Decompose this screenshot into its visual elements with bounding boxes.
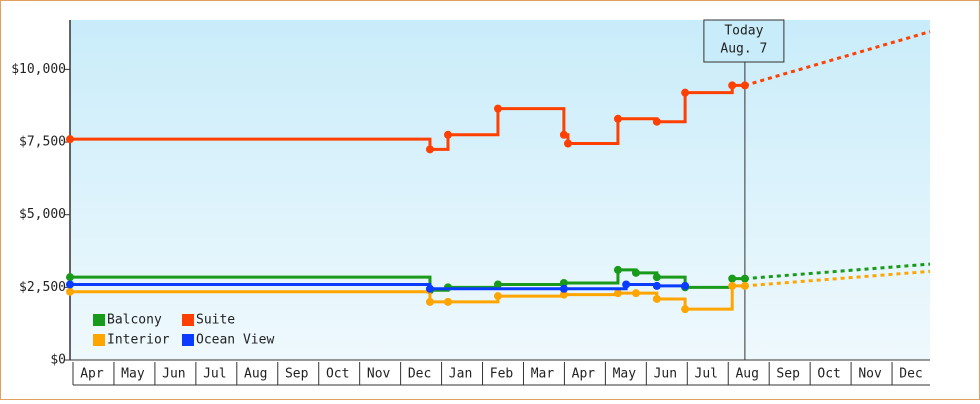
legend-label: Balcony — [107, 313, 162, 328]
y-tick-label: $0 — [50, 353, 66, 368]
point — [740, 274, 749, 283]
x-tick-label: May — [613, 367, 637, 382]
y-tick-label: $7,500 — [19, 135, 66, 150]
today-label: Today — [724, 24, 763, 39]
point — [613, 289, 622, 298]
point — [652, 273, 661, 282]
point — [559, 130, 568, 139]
point — [681, 281, 690, 290]
x-tick-label: Sep — [285, 367, 309, 382]
x-tick-label: Apr — [572, 367, 596, 382]
point — [681, 88, 690, 97]
legend-swatch — [182, 314, 194, 326]
x-tick-label: Dec — [899, 367, 922, 382]
point — [425, 284, 434, 293]
point — [493, 280, 502, 289]
point — [66, 135, 74, 144]
y-tick-label: $2,500 — [19, 280, 66, 295]
point — [443, 130, 452, 139]
legend-label: Ocean View — [196, 333, 274, 348]
x-tick-label: Jun — [654, 367, 677, 382]
x-tick-label: Oct — [817, 367, 840, 382]
x-tick-label: Feb — [490, 367, 514, 382]
x-tick-label: Jun — [162, 367, 185, 382]
y-tick-label: $5,000 — [19, 207, 66, 222]
point — [66, 287, 74, 296]
point — [425, 297, 434, 306]
forecast-line — [744, 262, 931, 281]
point — [425, 145, 434, 154]
x-tick-label: Mar — [531, 367, 555, 382]
point — [559, 284, 568, 293]
point — [493, 104, 502, 113]
today-date: Aug. 7 — [720, 42, 767, 57]
point — [681, 305, 690, 314]
legend-label: Interior — [107, 333, 170, 348]
x-tick-label: Aug — [244, 367, 267, 382]
x-tick-label: May — [121, 367, 145, 382]
point — [631, 268, 640, 277]
point — [631, 289, 640, 298]
point — [563, 139, 572, 148]
point — [728, 81, 737, 90]
legend-swatch — [182, 334, 194, 346]
x-tick-label: Jul — [203, 367, 226, 382]
legend-swatch — [93, 334, 105, 346]
point — [652, 294, 661, 303]
x-tick-label: Nov — [858, 367, 882, 382]
point — [559, 290, 568, 299]
legend-label: Suite — [196, 313, 235, 328]
x-tick-label: Jul — [695, 367, 718, 382]
point — [728, 281, 737, 290]
x-tick-label: Apr — [80, 367, 104, 382]
point — [622, 280, 631, 289]
legend-swatch — [93, 314, 105, 326]
point — [66, 280, 74, 289]
point — [652, 281, 661, 290]
point — [740, 81, 749, 90]
point — [613, 265, 622, 274]
point — [652, 117, 661, 126]
x-tick-label: Dec — [408, 367, 431, 382]
forecast-line — [744, 30, 931, 87]
point — [613, 114, 622, 123]
y-tick-label: $10,000 — [11, 62, 66, 77]
plot-area — [70, 20, 930, 360]
point — [493, 292, 502, 301]
x-tick-label: Jan — [449, 367, 472, 382]
series-line — [70, 83, 745, 151]
point — [66, 273, 74, 282]
x-tick-label: Nov — [367, 367, 391, 382]
forecast-line — [744, 269, 931, 288]
x-tick-label: Aug — [735, 367, 758, 382]
today-box — [703, 19, 785, 63]
x-tick-label: Sep — [776, 367, 800, 382]
point — [443, 297, 452, 306]
point — [559, 278, 568, 287]
x-tick-label: Oct — [326, 367, 349, 382]
point — [740, 281, 749, 290]
point — [728, 274, 737, 283]
